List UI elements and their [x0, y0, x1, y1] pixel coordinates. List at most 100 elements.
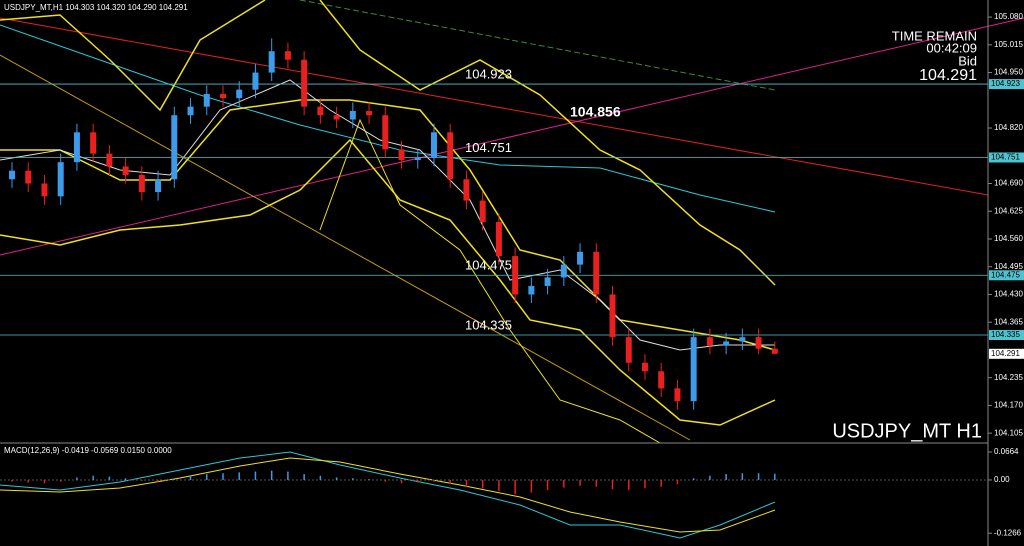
candle-body: [528, 285, 535, 295]
macd-lines: [0, 451, 776, 539]
y-tick-label: 104.690: [994, 179, 1023, 188]
candle-body: [609, 294, 616, 338]
candle-body: [25, 170, 32, 184]
candle-body: [690, 337, 697, 402]
band-lower-2: [319, 118, 661, 444]
candle-body: [447, 132, 454, 180]
level-tag-label: 104.335: [991, 330, 1020, 339]
candle-body: [674, 388, 681, 402]
candle-body: [382, 115, 389, 150]
candle-body: [122, 166, 129, 175]
indicators: [0, 0, 1024, 444]
y-tick-label: 104.365: [994, 317, 1023, 326]
ma-white: [0, 79, 775, 351]
level-label: 104.475: [465, 258, 512, 273]
candle-body: [723, 341, 730, 346]
candle-body: [771, 348, 778, 354]
candle-body: [349, 110, 356, 120]
level-tag: [989, 330, 1024, 341]
candle-body: [479, 200, 486, 222]
level-label: 104.923: [465, 67, 512, 82]
candle-body: [641, 362, 648, 372]
candle-body: [755, 337, 762, 349]
y-tick-label: 104.105: [994, 428, 1023, 437]
macd-main: [0, 451, 776, 539]
y-tick-label: 105.015: [994, 40, 1023, 49]
y-tick-label: 104.625: [994, 206, 1023, 215]
candle-body: [398, 149, 405, 161]
candle-body: [625, 337, 632, 363]
y-tick-label: 104.430: [994, 290, 1023, 299]
y-tick-label: 104.820: [994, 123, 1023, 132]
y-tick-label: 0.0664: [994, 447, 1019, 456]
y-tick-label: 104.495: [994, 262, 1023, 271]
annotation: 104.856: [570, 103, 621, 119]
level-label: 104.335: [465, 317, 512, 332]
bid: 104.291: [919, 67, 977, 84]
trend-line-orange: [0, 54, 691, 441]
candle-body: [512, 256, 519, 295]
band-upper: [0, 0, 266, 112]
level-tag: [989, 79, 1024, 90]
candle-body: [366, 110, 373, 116]
bid-label: Bid: [958, 53, 977, 68]
candle-body: [333, 115, 340, 120]
candle-body: [268, 51, 275, 73]
candle-body: [593, 251, 600, 295]
candle-body: [544, 277, 551, 286]
time-remain: 00:42:09: [926, 40, 977, 55]
candle-body: [414, 157, 421, 161]
trend-line-red: [0, 17, 989, 196]
level-label: 104.751: [465, 140, 512, 155]
y-tick-label: 104.235: [994, 373, 1023, 382]
candle-body: [90, 132, 97, 154]
bid-tag-label: 104.291: [991, 349, 1020, 358]
band-middle: [0, 99, 776, 351]
candle-body: [171, 115, 178, 180]
candle-body: [495, 221, 502, 257]
y-tick-label: 104.170: [994, 401, 1023, 410]
level-tag: [989, 270, 1024, 281]
candle-body: [577, 251, 584, 265]
symbol-label: USDJPY_MT H1: [832, 420, 982, 442]
candle-body: [73, 132, 80, 163]
level-tag-label: 104.475: [991, 270, 1020, 279]
candle-body: [236, 89, 243, 99]
y-tick-label: 104.560: [994, 234, 1023, 243]
candle-body: [155, 179, 162, 193]
candle-body: [284, 51, 291, 60]
time-remain-label: TIME REMAIN: [892, 28, 977, 43]
candle-body: [430, 132, 437, 158]
band-upper-2: [319, 0, 776, 286]
candle-body: [106, 153, 113, 167]
y-tick-label: -0.1266: [994, 528, 1022, 537]
y-tick-label: 0.00: [994, 475, 1010, 484]
candle-body: [41, 183, 48, 197]
candle-body: [9, 170, 15, 180]
candle-body: [187, 106, 194, 116]
macd-info: MACD(12,26,9) -0.0419 -0.0569 0.0150 0.0…: [4, 446, 172, 455]
symbol-info: USDJPY_MT,H1 104.303 104.320 104.290 104…: [4, 3, 188, 12]
candle-body: [658, 371, 665, 389]
candle-body: [706, 337, 713, 346]
candle-body: [252, 72, 259, 90]
bid-tag: [989, 348, 1024, 359]
candle-body: [203, 93, 210, 107]
level-tag-label: 104.923: [991, 79, 1020, 88]
candle-body: [219, 93, 226, 99]
trend-line-magenta: [0, 17, 1024, 256]
candle-body: [317, 106, 324, 116]
band-lower: [0, 138, 776, 426]
macd-signal: [0, 457, 776, 533]
candle-body: [560, 264, 567, 278]
candle-body: [301, 59, 308, 107]
candle-body: [463, 179, 470, 201]
candle-body: [138, 174, 145, 193]
level-tag: [989, 152, 1024, 163]
y-tick-label: 105.080: [994, 12, 1023, 21]
candle-body: [739, 337, 746, 342]
candle-body: [57, 162, 64, 197]
level-tag-label: 104.751: [991, 153, 1020, 162]
